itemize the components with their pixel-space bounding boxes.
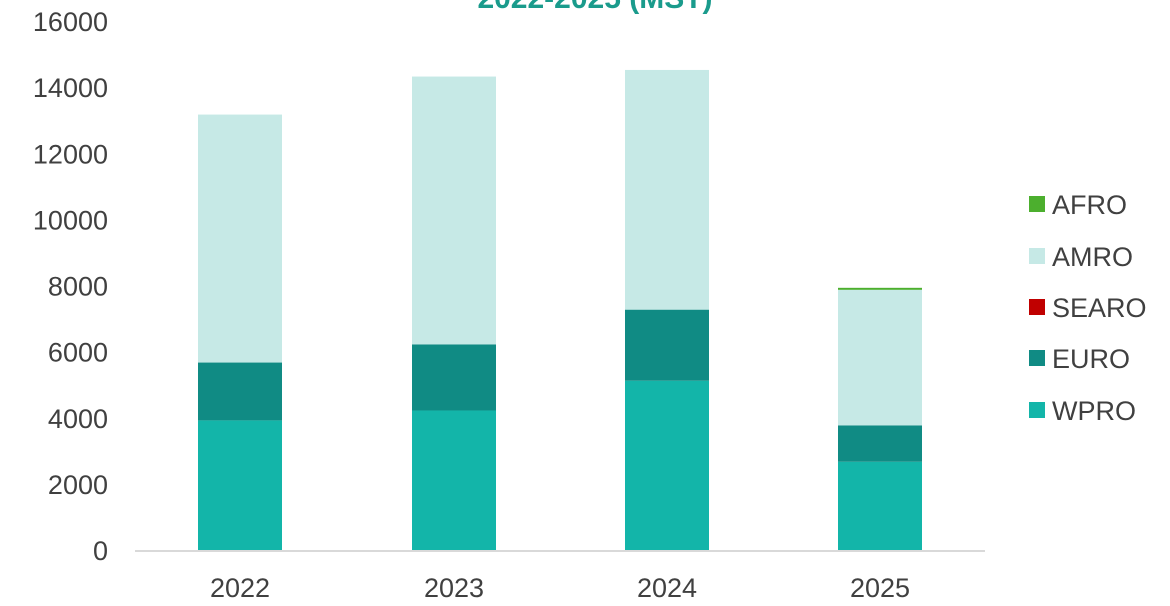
bar-amro-2023 (412, 76, 496, 345)
bar-afro-2025 (838, 287, 922, 290)
y-tick-label: 10000 (33, 205, 108, 235)
legend-label-euro: EURO (1052, 344, 1130, 374)
y-tick-label: 12000 (33, 139, 108, 169)
chart-title: 2022-2025 (MST) (477, 0, 712, 15)
legend-label-wpro: WPRO (1052, 396, 1136, 426)
y-tick-label: 4000 (48, 404, 108, 434)
legend-swatch-searo (1029, 299, 1045, 315)
y-tick-label: 14000 (33, 73, 108, 103)
x-tick-label: 2024 (637, 573, 697, 603)
legend-label-afro: AFRO (1052, 190, 1127, 220)
legend-swatch-wpro (1029, 402, 1045, 418)
bar-wpro-2025 (838, 461, 922, 551)
y-tick-label: 2000 (48, 470, 108, 500)
bar-amro-2025 (838, 289, 922, 426)
bar-wpro-2024 (625, 380, 709, 551)
x-axis: 2022 2023 2024 2025 (210, 573, 910, 603)
y-tick-label: 6000 (48, 338, 108, 368)
bar-euro-2023 (412, 344, 496, 411)
y-tick-label: 16000 (33, 7, 108, 37)
y-tick-label: 8000 (48, 272, 108, 302)
legend-label-amro: AMRO (1052, 242, 1133, 272)
legend-swatch-amro (1029, 248, 1045, 264)
bar-wpro-2022 (198, 420, 282, 551)
y-axis: 0 2000 4000 6000 8000 10000 12000 14000 16000 (33, 7, 108, 566)
bar-wpro-2023 (412, 410, 496, 551)
x-tick-label: 2025 (850, 573, 910, 603)
bar-euro-2025 (838, 425, 922, 462)
bar-euro-2022 (198, 362, 282, 421)
bar-euro-2024 (625, 309, 709, 381)
bar-amro-2024 (625, 69, 709, 310)
legend: AFRO AMRO SEARO EURO WPRO (1029, 190, 1147, 426)
bars-group (198, 69, 922, 551)
x-tick-label: 2022 (210, 573, 270, 603)
y-tick-label: 0 (93, 536, 108, 566)
x-tick-label: 2023 (424, 573, 484, 603)
legend-swatch-afro (1029, 196, 1045, 212)
bar-amro-2022 (198, 114, 282, 363)
legend-swatch-euro (1029, 350, 1045, 366)
legend-label-searo: SEARO (1052, 293, 1147, 323)
